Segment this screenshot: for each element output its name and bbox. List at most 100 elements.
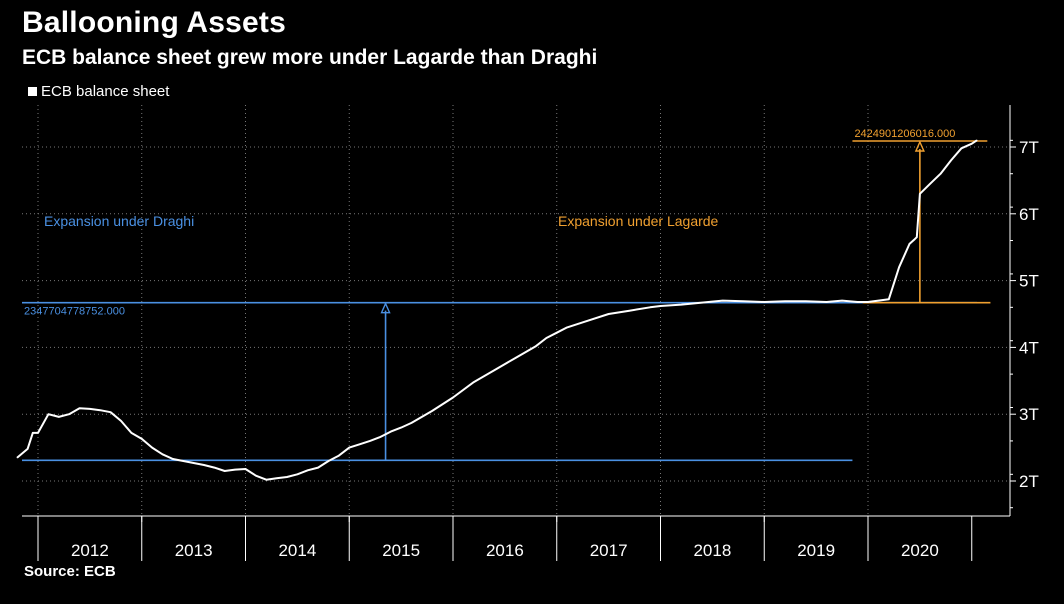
x-tick-label: 2012 <box>71 541 109 560</box>
y-tick-label: 4T <box>1019 338 1039 357</box>
data-point <box>950 159 952 161</box>
legend: ECB balance sheet <box>28 83 169 100</box>
data-point <box>130 432 132 434</box>
data-point <box>307 469 309 471</box>
data-point <box>52 414 55 417</box>
data-point <box>58 416 60 418</box>
data-point <box>68 413 70 415</box>
data-point <box>327 460 330 462</box>
annotation-label: Expansion under Draghi <box>44 213 194 229</box>
data-point <box>784 300 786 302</box>
x-tick-label: 2016 <box>486 541 524 560</box>
data-point <box>265 479 267 481</box>
x-tick-label: 2014 <box>278 541 316 560</box>
data-point <box>255 475 257 477</box>
data-point <box>141 438 143 440</box>
data-point <box>841 300 843 302</box>
data-point <box>203 464 205 466</box>
data-point <box>971 143 973 145</box>
data-point <box>722 300 724 302</box>
series-line-ecb-balance-sheet <box>16 139 978 481</box>
data-point <box>390 430 392 433</box>
data-point <box>628 310 630 312</box>
data-point <box>99 409 101 411</box>
data-point <box>296 473 298 475</box>
data-point <box>317 467 319 469</box>
data-point <box>27 448 29 450</box>
data-point <box>908 243 911 245</box>
x-tick-label: 2017 <box>590 541 628 560</box>
data-point <box>877 300 879 302</box>
data-point <box>825 301 828 303</box>
data-point <box>244 468 247 470</box>
data-point <box>151 447 153 449</box>
data-point <box>916 236 918 238</box>
data-point <box>566 326 568 328</box>
data-point <box>110 411 112 413</box>
data-point <box>338 455 340 457</box>
data-point <box>400 426 402 429</box>
data-point <box>545 337 547 339</box>
x-tick-label: 2015 <box>382 541 420 560</box>
annotation-arrowhead <box>380 301 391 314</box>
data-point <box>976 139 978 141</box>
data-point <box>234 469 236 471</box>
data-point <box>410 422 413 424</box>
data-point <box>857 301 859 303</box>
data-point <box>919 193 921 195</box>
y-tick-label: 5T <box>1019 272 1039 291</box>
x-tick-label: 2019 <box>797 541 835 560</box>
data-point <box>286 476 288 478</box>
x-tick-label: 2018 <box>693 541 731 560</box>
chart-title: Ballooning Assets <box>22 6 286 39</box>
data-point <box>161 453 164 455</box>
data-point <box>89 408 91 410</box>
legend-swatch <box>28 87 37 96</box>
data-point <box>452 396 454 399</box>
data-point <box>805 300 807 302</box>
data-point <box>37 432 39 434</box>
legend-label: ECB balance sheet <box>41 83 170 100</box>
data-point <box>120 420 122 422</box>
data-point <box>193 462 195 464</box>
data-point <box>172 458 174 460</box>
data-point <box>379 436 381 438</box>
annotation-arrowhead <box>914 140 925 152</box>
data-point <box>898 266 900 268</box>
y-tick-label: 6T <box>1019 205 1039 224</box>
data-point <box>535 345 537 347</box>
data-point <box>213 467 215 469</box>
data-point <box>32 432 34 434</box>
annotation-value-label: 2424901206016.000 <box>854 128 955 140</box>
y-tick-label: 3T <box>1019 405 1039 424</box>
annotation-value-label: 2347704778752.000 <box>24 306 125 318</box>
source-note: Source: ECB <box>24 563 116 580</box>
data-point <box>867 301 869 303</box>
data-point <box>556 332 558 334</box>
data-point <box>78 407 81 409</box>
data-point <box>680 304 682 306</box>
data-point <box>763 301 765 303</box>
data-point <box>649 306 651 308</box>
data-point <box>493 369 496 371</box>
data-point <box>742 300 745 302</box>
data-point <box>587 320 589 322</box>
data-point <box>888 298 890 300</box>
data-point <box>929 183 931 185</box>
data-point <box>940 173 942 175</box>
data-point <box>359 443 361 445</box>
y-tick-label: 7T <box>1019 138 1039 157</box>
data-point <box>473 381 475 383</box>
data-point <box>16 457 18 459</box>
data-point <box>276 477 278 479</box>
data-point <box>608 313 610 315</box>
y-tick-label: 2T <box>1019 472 1039 491</box>
data-point <box>659 305 662 307</box>
data-point <box>182 460 184 462</box>
data-point <box>514 357 516 359</box>
data-point <box>47 413 49 415</box>
data-point <box>369 440 371 442</box>
data-point <box>701 302 703 304</box>
data-point <box>224 470 226 472</box>
